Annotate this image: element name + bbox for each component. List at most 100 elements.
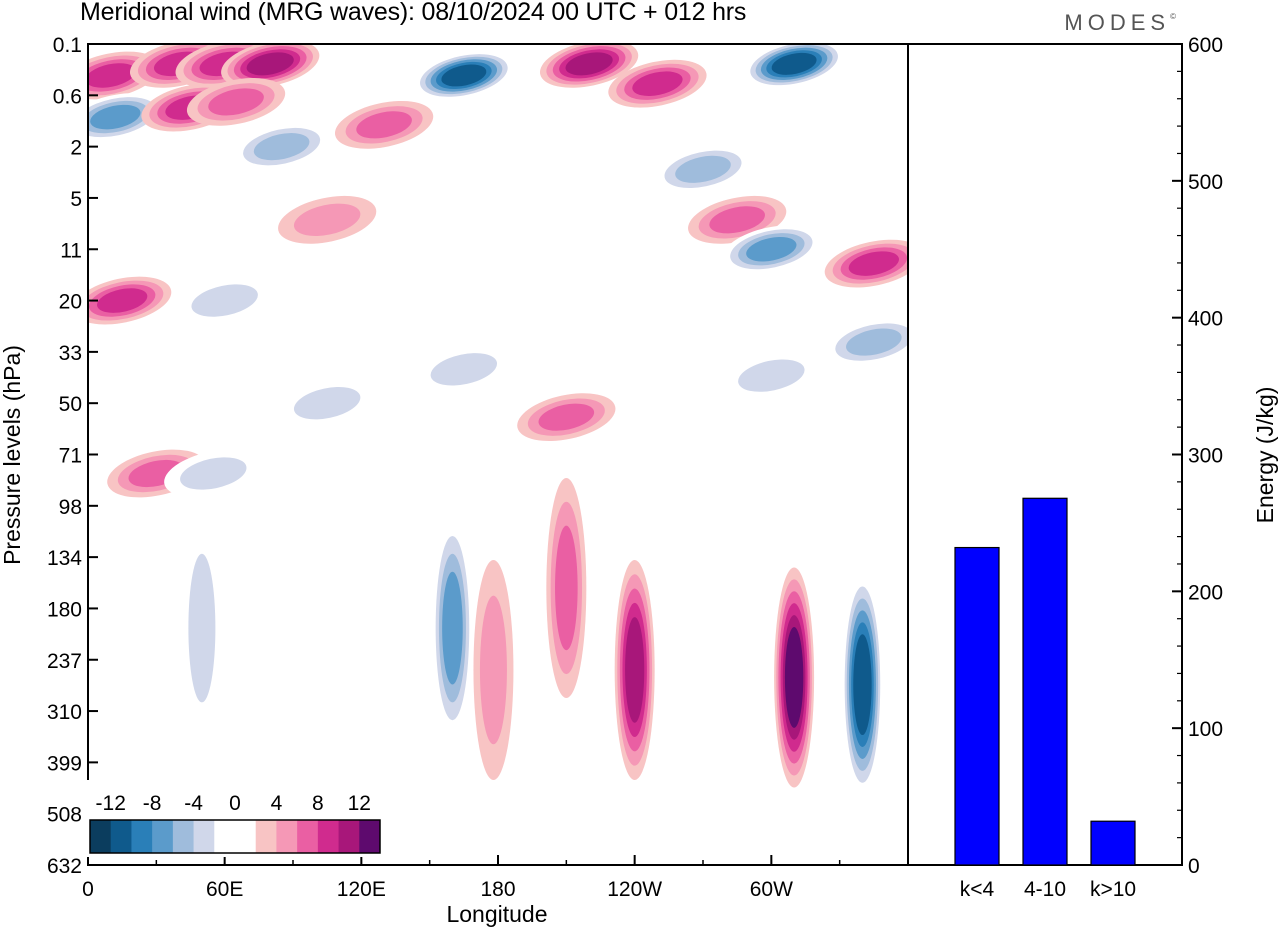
wind-feature	[614, 559, 655, 780]
wind-feature	[88, 276, 172, 325]
colorbar-label: -8	[143, 792, 162, 815]
wind-feature	[432, 518, 473, 739]
wind-feature	[278, 195, 377, 244]
wind-feature	[175, 276, 274, 325]
wind-contour-band	[746, 236, 797, 262]
x-tick-label: 120W	[607, 878, 662, 901]
wind-contour-band	[625, 617, 645, 723]
wind-contour-band	[441, 64, 487, 87]
energy-axis-title: Energy (J/kg)	[1252, 387, 1278, 524]
wind-contour-band	[738, 359, 805, 392]
wind-feature	[824, 239, 908, 288]
wind-feature	[221, 44, 320, 88]
energy-bar-panel: 0 100 200 300 400 500 600 k<4 4-10 k>10	[907, 34, 1223, 901]
wind-contour-band	[356, 111, 412, 139]
y-tick-label: 98	[59, 496, 82, 519]
colorbar-swatch	[255, 820, 277, 853]
wind-feature	[107, 449, 206, 498]
colorbar-frame	[89, 819, 381, 854]
energy-category-label: 4-10	[1024, 878, 1066, 901]
wind-contour-band	[771, 52, 817, 75]
wind-contour-band	[188, 553, 216, 703]
x-tick-label: 60W	[750, 878, 793, 901]
wind-feature	[774, 567, 815, 788]
wind-feature	[539, 44, 639, 88]
x-tick-label: 60E	[206, 878, 243, 901]
wind-feature	[722, 351, 821, 400]
x-tick-label: 0	[82, 878, 94, 901]
y-tick-label: 50	[59, 393, 82, 416]
colorbar-swatch	[297, 820, 319, 853]
energy-tick-label: 200	[1188, 581, 1223, 604]
wind-contour-band	[846, 328, 902, 356]
energy-category-label: k<4	[960, 878, 995, 901]
wind-contour-band	[565, 52, 613, 76]
energy-bar	[1022, 497, 1068, 866]
wind-contour-band	[246, 52, 294, 76]
y-tick-label: 180	[47, 598, 82, 621]
colorbar-label: -12	[96, 792, 126, 815]
wind-feature	[517, 393, 616, 442]
wind-feature	[334, 100, 434, 149]
wind-feature	[414, 51, 513, 100]
wind-contour-band	[97, 288, 148, 313]
y-tick-label: 310	[47, 701, 82, 724]
wind-feature	[181, 518, 222, 739]
y-tick-label: 33	[59, 342, 82, 365]
wind-contour-band	[88, 63, 136, 88]
y-tick-label: 11	[60, 239, 82, 262]
wind-feature	[278, 379, 377, 428]
wind-feature	[232, 122, 331, 171]
y-axis-title: Pressure levels (hPa)	[0, 345, 25, 565]
wind-contour-band	[442, 571, 463, 685]
colorbar-swatch	[193, 820, 215, 853]
energy-tick-label: 100	[1188, 718, 1223, 741]
y-tick-label: 632	[47, 855, 82, 878]
heatmap-axes: 0.1 0.6 2 5 11 20 33 50 71 98 134 180 237 310 399 508 63…	[47, 34, 841, 901]
wind-contour-band	[191, 284, 258, 317]
wind-contour-band	[293, 387, 361, 420]
y-tick-label: 0.6	[53, 85, 82, 108]
colorbar-swatch	[235, 820, 257, 853]
y-tick-label: 508	[47, 804, 82, 827]
colorbar-label: 8	[312, 792, 324, 815]
y-tick-label: 0.1	[53, 34, 82, 57]
wind-feature	[546, 477, 587, 698]
wind-feature	[186, 77, 286, 126]
wind-contour-band	[90, 104, 141, 130]
wind-feature	[722, 225, 821, 274]
wind-contour-band	[208, 88, 264, 116]
x-tick-label: 120E	[337, 878, 386, 901]
y-tick-label: 20	[59, 291, 82, 314]
brand-mark: ©	[1170, 12, 1176, 21]
colorbar-swatch	[276, 820, 298, 853]
wind-contour-band	[538, 403, 595, 431]
colorbar-swatch	[152, 820, 174, 853]
y-tick-label: 2	[70, 137, 82, 160]
colorbar-label: 0	[229, 792, 241, 815]
wind-feature	[88, 93, 165, 141]
wind-contour-band	[853, 634, 872, 736]
energy-bar	[954, 546, 1000, 866]
heatmap-field	[88, 44, 908, 795]
wind-contour-band	[180, 457, 247, 490]
y-tick-label: 134	[47, 547, 82, 570]
colorbar-swatch	[359, 820, 381, 853]
energy-tick-label: 0	[1188, 855, 1200, 878]
colorbar-swatch	[338, 820, 360, 853]
wind-feature	[608, 59, 707, 108]
wind-contour-band	[848, 251, 899, 276]
colorbar-swatch	[317, 820, 340, 853]
wind-feature	[653, 145, 753, 194]
wind-contour-band	[293, 203, 361, 237]
colorbar-label: 4	[271, 792, 283, 815]
wind-feature	[824, 318, 908, 367]
energy-tick-label: 500	[1188, 171, 1223, 194]
y-tick-label: 399	[47, 752, 82, 775]
colorbar-label: -4	[184, 792, 203, 815]
colorbar-label: 12	[348, 792, 371, 815]
colorbar: -12 -8 -4 0 4 8 12	[86, 780, 384, 857]
y-tick-label: 5	[70, 188, 82, 211]
wind-contour-band	[675, 155, 731, 183]
energy-tick-label: 400	[1188, 308, 1223, 331]
